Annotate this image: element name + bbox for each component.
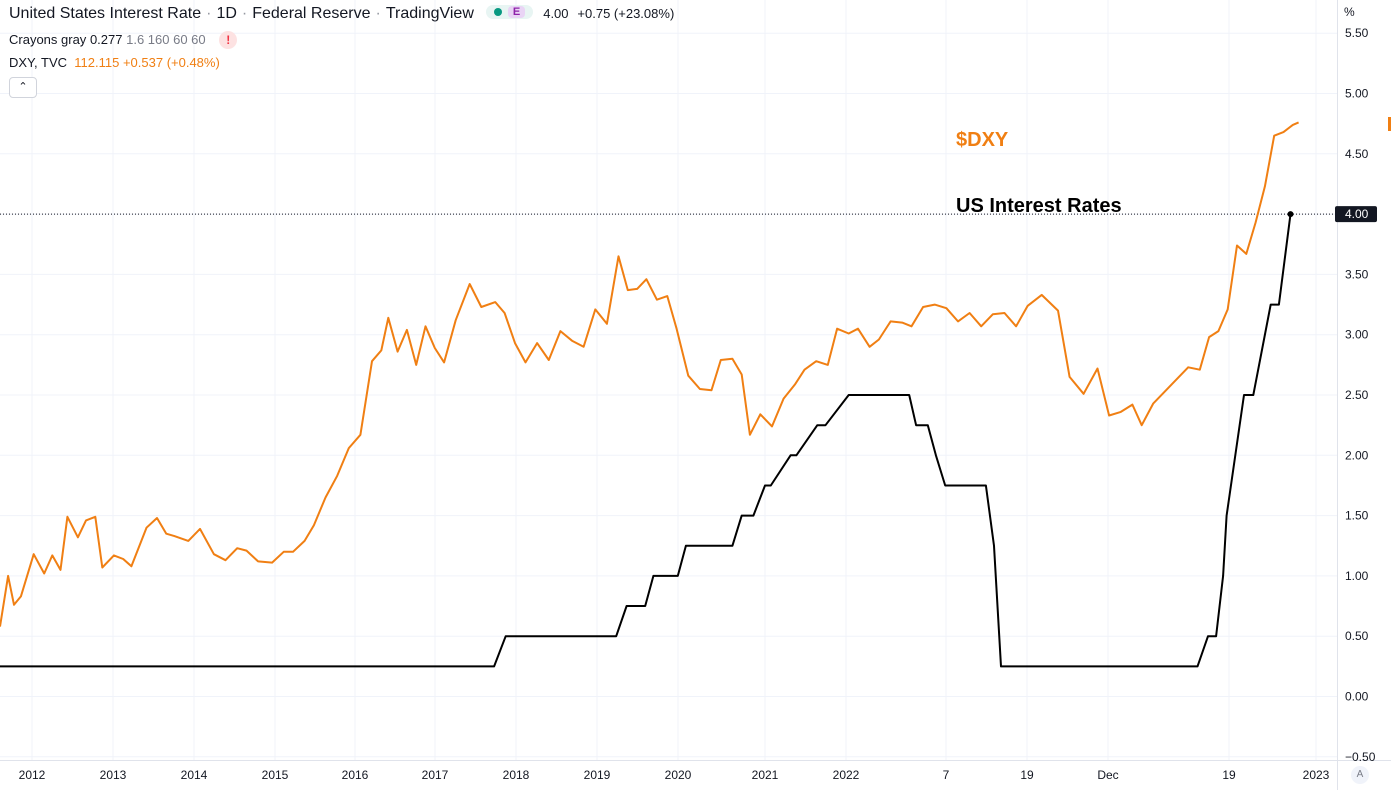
y-tick-label: −0.50 bbox=[1345, 750, 1376, 764]
x-tick-label: 2013 bbox=[100, 768, 127, 782]
x-tick-label: 2014 bbox=[181, 768, 208, 782]
events-icon: E bbox=[507, 6, 526, 18]
y-tick-label: 1.50 bbox=[1345, 509, 1369, 523]
x-tick-label: 2017 bbox=[422, 768, 449, 782]
x-tick-label: 7 bbox=[943, 768, 950, 782]
grid-lines bbox=[0, 0, 1337, 760]
y-tick-label: 5.00 bbox=[1345, 87, 1369, 101]
x-tick-label: 2021 bbox=[752, 768, 779, 782]
interest-rate-line bbox=[0, 213, 1292, 668]
auto-scale-button[interactable]: A bbox=[1351, 766, 1369, 784]
annotation-dxy: $DXY bbox=[956, 129, 1009, 151]
x-tick-label: 2012 bbox=[19, 768, 46, 782]
chevron-up-icon: ⌃ bbox=[18, 81, 28, 93]
separator-dot: · bbox=[206, 5, 212, 22]
last-point-marker bbox=[1287, 211, 1294, 218]
y-axis-unit: % bbox=[1344, 5, 1355, 19]
x-tick-label: 19 bbox=[1222, 768, 1236, 782]
warning-icon[interactable]: ! bbox=[219, 31, 238, 49]
dxy-line bbox=[0, 121, 1299, 627]
dxy-scale-marker bbox=[1388, 117, 1391, 131]
x-tick-label: 2016 bbox=[342, 768, 369, 782]
last-value: 4.00 bbox=[543, 6, 569, 21]
y-tick-label: 0.50 bbox=[1345, 629, 1369, 643]
header-title-row: United States Interest Rate · 1D · Federal R… bbox=[9, 5, 674, 23]
x-tick-label: 2022 bbox=[833, 768, 860, 782]
y-tick-label: 0.00 bbox=[1345, 690, 1369, 704]
x-tick-label: 2020 bbox=[665, 768, 692, 782]
market-status-badge[interactable]: E bbox=[485, 5, 534, 19]
collapse-legend-button[interactable]: ⌃ bbox=[9, 77, 37, 98]
separator-dot: · bbox=[375, 5, 381, 22]
x-tick-label: 2019 bbox=[584, 768, 611, 782]
auto-scale-label: A bbox=[1356, 769, 1364, 780]
indicator-value: 0.277 bbox=[89, 32, 123, 47]
compare-values: 112.115 +0.537 (+0.48%) bbox=[74, 55, 220, 70]
separator-dot: · bbox=[241, 5, 248, 22]
interval-label[interactable]: 1D bbox=[216, 5, 237, 22]
source-label: Federal Reserve bbox=[252, 5, 371, 22]
indicator-row[interactable]: Crayons gray 0.277 1.6 160 60 60 ! bbox=[9, 31, 238, 49]
compare-symbol: DXY, TVC bbox=[9, 55, 68, 70]
platform-label: TradingView bbox=[385, 5, 474, 22]
x-tick-label: 2018 bbox=[503, 768, 530, 782]
series-group bbox=[0, 121, 1299, 668]
change-value: +0.75 (+23.08%) bbox=[577, 6, 675, 21]
x-tick-label: 19 bbox=[1020, 768, 1034, 782]
y-tick-label: 2.50 bbox=[1345, 388, 1369, 402]
y-tick-label: 3.50 bbox=[1345, 267, 1369, 281]
y-tick-label: 3.00 bbox=[1345, 328, 1369, 342]
price-tag bbox=[1335, 206, 1377, 223]
y-tick-label: 2.00 bbox=[1345, 448, 1369, 462]
annotation-us-interest-rates: US Interest Rates bbox=[956, 195, 1122, 217]
compare-row[interactable]: DXY, TVC 112.115 +0.537 (+0.48%) bbox=[9, 55, 220, 70]
x-tick-label: Dec bbox=[1097, 768, 1118, 782]
y-tick-label: 1.00 bbox=[1345, 569, 1369, 583]
y-tick-label: 4.50 bbox=[1345, 147, 1369, 161]
x-axis-ticks: 2012 2013 2014 2015 2016 2017 2018 2019 2020 2021… bbox=[19, 768, 1330, 782]
indicator-name: Crayons gray bbox=[9, 32, 87, 47]
y-tick-label: 5.50 bbox=[1345, 26, 1369, 40]
price-tag-label: 4.00 bbox=[1345, 207, 1369, 221]
indicator-params: 1.6 160 60 60 bbox=[126, 32, 206, 47]
x-tick-label: 2015 bbox=[262, 768, 289, 782]
symbol-title[interactable]: United States Interest Rate bbox=[9, 5, 202, 22]
y-axis-ticks: 5.50 5.00 4.50 3.50 3.00 2.50 2.00 1.50 1.00 0.50… bbox=[1345, 26, 1376, 764]
market-open-icon bbox=[493, 8, 502, 16]
x-tick-label: 2023 bbox=[1303, 768, 1330, 782]
